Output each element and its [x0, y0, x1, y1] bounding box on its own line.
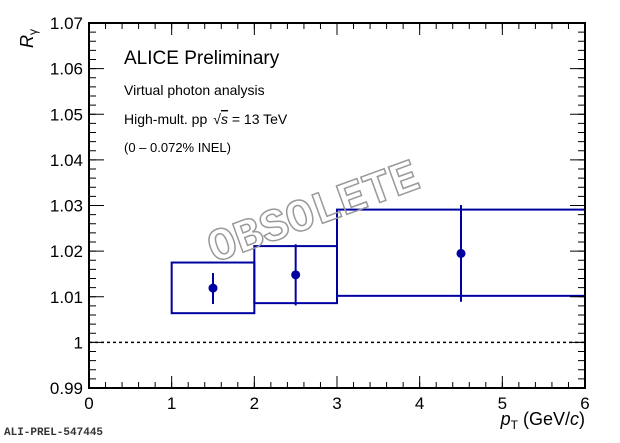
- data-point: [208, 283, 218, 293]
- watermark: OBSOLETE: [201, 152, 426, 276]
- annotation-line3: (0 – 0.072% INEL): [124, 140, 231, 155]
- data-point: [456, 248, 466, 258]
- data-point: [291, 270, 301, 280]
- x-tick-label: 0: [84, 394, 93, 413]
- annotation-line2: High-mult. pp √s = 13 TeV: [124, 111, 288, 127]
- x-tick-label: 4: [415, 394, 424, 413]
- x-axis-label: pT (GeV/c): [500, 409, 585, 432]
- y-tick-label: 1.05: [50, 105, 83, 124]
- x-tick-label: 6: [580, 394, 589, 413]
- y-tick-label: 1.06: [50, 60, 83, 79]
- x-tick-label: 3: [332, 394, 341, 413]
- y-tick-label: 1: [74, 333, 83, 352]
- y-tick-label: 0.99: [50, 379, 83, 398]
- x-tick-label: 2: [250, 394, 259, 413]
- y-axis-label: Rγ: [17, 29, 40, 48]
- y-tick-label: 1.04: [50, 151, 83, 170]
- x-tick-label: 5: [498, 394, 507, 413]
- y-tick-label: 1.03: [50, 197, 83, 216]
- y-tick-label: 1.07: [50, 14, 83, 33]
- annotation-line1: Virtual photon analysis: [124, 82, 265, 98]
- y-tick-label: 1.02: [50, 242, 83, 261]
- figure-id: ALI-PREL-547445: [4, 427, 104, 439]
- x-tick-label: 1: [167, 394, 176, 413]
- y-tick-label: 1.01: [50, 288, 83, 307]
- annotation-title: ALICE Preliminary: [124, 48, 280, 69]
